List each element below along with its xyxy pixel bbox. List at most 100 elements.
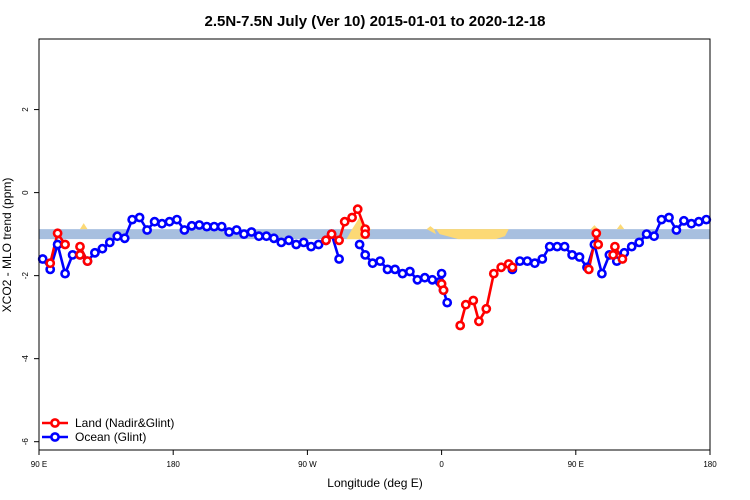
ocean-data-point	[529, 258, 540, 269]
land-data-point	[460, 299, 471, 310]
land-data-point	[583, 264, 594, 275]
x-tick-label: 180	[167, 460, 181, 469]
y-axis-label: XCO2 - MLO trend (ppm)	[0, 178, 14, 313]
ocean-data-point	[186, 220, 197, 231]
land-data-point	[488, 268, 499, 279]
ocean-data-point	[90, 247, 100, 258]
ocean-data-point	[239, 229, 249, 239]
legend-label-ocean: Ocean (Glint)	[75, 430, 146, 444]
ocean-data-point	[544, 241, 555, 252]
land-data-point	[45, 258, 56, 269]
y-tick-label: 0	[21, 190, 30, 195]
ocean-data-point	[149, 216, 160, 227]
ocean-data-point	[298, 237, 309, 248]
ocean-data-point	[559, 241, 570, 252]
legend: Land (Nadir&Glint)Ocean (Glint)	[42, 416, 174, 444]
land-data-point	[610, 241, 620, 252]
ocean-data-point	[537, 254, 548, 264]
ocean-data-point	[268, 233, 279, 244]
y-tick-label: -2	[21, 272, 30, 280]
x-tick-label: 180	[703, 460, 717, 469]
ocean-data-point	[522, 256, 533, 266]
ocean-data-point	[597, 268, 607, 279]
ocean-data-point	[104, 237, 115, 248]
ocean-data-point	[142, 225, 152, 235]
ocean-data-point	[52, 239, 63, 250]
ocean-data-point	[641, 229, 652, 239]
ocean-data-point	[634, 237, 645, 248]
land-data-point	[339, 216, 350, 227]
y-tick-label: 2	[21, 107, 30, 112]
ocean-data-point	[693, 216, 704, 227]
ocean-data-point	[334, 254, 344, 264]
ocean-data-point	[134, 212, 145, 223]
land-data-point	[468, 295, 479, 306]
land-data-point	[591, 228, 602, 239]
land-data-point	[326, 229, 337, 239]
chart-title: 2.5N-7.5N July (Ver 10) 2015-01-01 to 20…	[204, 13, 545, 30]
ocean-data-point	[626, 241, 637, 252]
ocean-data-point	[276, 237, 287, 248]
ocean-data-point	[442, 297, 453, 308]
ocean-data-point	[60, 268, 70, 279]
land-data-point	[455, 320, 466, 331]
ocean-data-point	[157, 218, 167, 229]
land-data-point	[75, 249, 85, 260]
land-data-point	[75, 241, 85, 252]
land-data-point	[593, 239, 604, 250]
ocean-data-point	[679, 215, 689, 226]
ocean-data-point	[283, 235, 294, 246]
legend-label-land: Land (Nadir&Glint)	[75, 416, 174, 430]
ocean-data-point	[224, 227, 234, 237]
land-data-point	[60, 239, 70, 250]
ocean-data-point	[171, 214, 182, 225]
ocean-data-point	[360, 249, 371, 260]
x-axis-label: Longitude (deg E)	[327, 476, 422, 490]
ocean-data-point	[382, 264, 393, 275]
x-tick-label: 90 E	[568, 460, 584, 469]
x-tick-label: 90 E	[31, 460, 47, 469]
land-data-point	[82, 256, 93, 266]
land-region-5	[616, 224, 625, 230]
land-region-2	[436, 229, 509, 240]
land-data-point	[321, 235, 331, 246]
ocean-data-point	[436, 268, 447, 279]
land-data-point	[507, 262, 518, 273]
ocean-data-point	[649, 231, 659, 242]
y-axis: 2 0 -2 -4 -6	[21, 107, 39, 445]
land-region-1	[426, 226, 436, 235]
ocean-data-point	[97, 243, 108, 254]
ocean-data-point	[686, 218, 697, 229]
ocean-data-point	[246, 227, 257, 237]
ocean-data-point	[375, 256, 385, 266]
land-data-point	[334, 235, 344, 246]
ocean-data-point	[231, 225, 242, 235]
ocean-data-point	[179, 225, 190, 235]
land-data-point	[481, 303, 492, 314]
ocean-data-point	[216, 221, 227, 232]
ocean-data-point	[291, 239, 302, 250]
land-region-3	[80, 223, 88, 230]
land-data-point	[473, 316, 484, 327]
ocean-background-band	[39, 229, 710, 240]
land-data-point	[347, 212, 357, 223]
land-data-point	[352, 204, 363, 215]
ocean-data-point	[656, 214, 667, 225]
land-data-point	[360, 229, 371, 239]
y-tick-label: -4	[21, 355, 30, 363]
ocean-data-point	[574, 252, 585, 262]
ocean-data-point	[419, 272, 430, 283]
land-data-point	[608, 249, 618, 260]
ocean-data-point	[261, 231, 272, 242]
land-data-point	[52, 228, 63, 239]
ocean-data-point	[354, 239, 365, 250]
land-series-line-4	[458, 262, 514, 326]
series-points-layer	[37, 204, 712, 331]
land-data-point	[496, 262, 507, 273]
land-data-point	[438, 285, 449, 296]
x-tick-label: 0	[439, 460, 444, 469]
legend-swatch-marker-ocean	[50, 432, 60, 442]
x-axis: 90 E 180 90 W 0 90 E 180	[31, 450, 717, 469]
